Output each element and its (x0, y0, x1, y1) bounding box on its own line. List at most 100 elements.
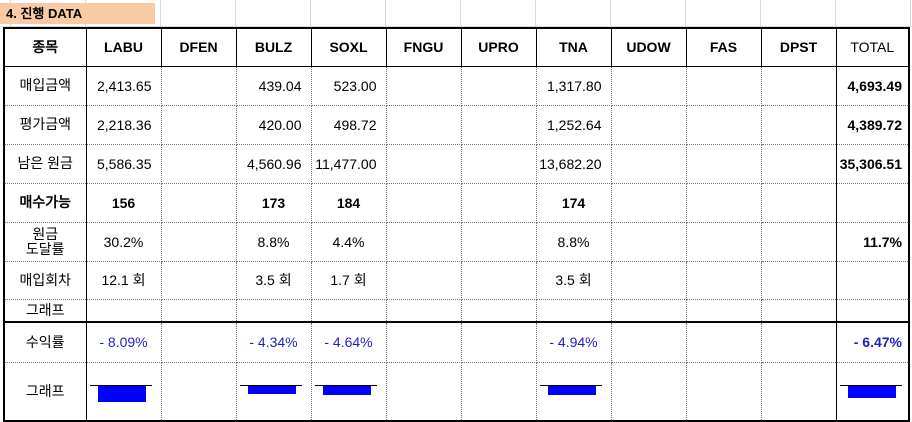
row: 평가금액 2,218.36 420.00 498.72 1,252.64 4,389.72 (3, 104, 910, 145)
section-title: 4. 진행 DATA (0, 3, 155, 24)
cell (760, 143, 837, 184)
cell: - 4.34% (235, 321, 312, 363)
cell: 184 (310, 182, 387, 223)
header-row: 종목 LABU DFEN BULZ SOXL FNGU UPRO TNA UDOW FAS DPST… (3, 27, 910, 67)
cell (385, 260, 462, 300)
row: 매입회차 12.1 회 3.5 회 1.7 회 3.5 회 (3, 260, 910, 300)
cell (385, 182, 462, 223)
header-cell: UPRO (460, 27, 537, 67)
cell (760, 321, 837, 363)
cell (235, 298, 312, 323)
cell (760, 361, 837, 422)
cell: 3.5 회 (235, 260, 312, 300)
cell: 2,218.36 (85, 104, 162, 145)
cell: 420.00 (235, 104, 312, 145)
cell (385, 298, 462, 323)
cell (685, 298, 762, 323)
cell (460, 260, 537, 300)
cell (760, 182, 837, 223)
header-cell: FNGU (385, 27, 462, 67)
cell (460, 182, 537, 223)
cell (385, 221, 462, 262)
cell: 4,389.72 (835, 104, 910, 145)
bar-baseline (89, 384, 152, 386)
cell (460, 65, 537, 106)
cell (760, 104, 837, 145)
cell: - 6.47% (835, 321, 910, 363)
header-cell: DFEN (160, 27, 237, 67)
cell (835, 298, 910, 323)
cell (160, 298, 237, 323)
row-label: 평가금액 (3, 104, 87, 145)
cell: 12.1 회 (85, 260, 162, 300)
cell: 5,586.35 (85, 143, 162, 184)
cell (685, 143, 762, 184)
bar-baseline (314, 384, 377, 386)
cell (160, 361, 237, 422)
cell (760, 260, 837, 300)
cell (760, 298, 837, 323)
header-cell: SOXL (310, 27, 387, 67)
cell (835, 361, 910, 422)
cell (610, 298, 687, 323)
cell (610, 221, 687, 262)
cell: 13,682.20 (535, 143, 612, 184)
cell (385, 104, 462, 145)
cell (685, 260, 762, 300)
bar-baseline (239, 384, 302, 386)
return-bar (247, 385, 296, 395)
return-bar (97, 385, 146, 402)
bar-baseline (839, 384, 902, 386)
cell: 8.8% (535, 221, 612, 262)
cell: 1.7 회 (310, 260, 387, 300)
cell: - 4.94% (535, 321, 612, 363)
cell (535, 361, 612, 422)
cell (685, 321, 762, 363)
row-label: 매입금액 (3, 65, 87, 106)
cell: 30.2% (85, 221, 162, 262)
cell (835, 260, 910, 300)
header-cell: LABU (85, 27, 162, 67)
row-label: 그래프 (3, 361, 87, 422)
cell (610, 361, 687, 422)
cell (685, 65, 762, 106)
row: 그래프 (3, 298, 910, 323)
cell: 156 (85, 182, 162, 223)
cell (460, 143, 537, 184)
cell: 1,252.64 (535, 104, 612, 145)
header-cell: DPST (760, 27, 837, 67)
cell: - 8.09% (85, 321, 162, 363)
cell (685, 182, 762, 223)
bar-baseline (539, 384, 602, 386)
cell (460, 361, 537, 422)
header-cell: BULZ (235, 27, 312, 67)
cell (160, 143, 237, 184)
row: 남은 원금 5,586.35 4,560.96 11,477.00 13,682.20 3… (3, 143, 910, 184)
cell (85, 298, 162, 323)
cell (160, 321, 237, 363)
cell (160, 221, 237, 262)
cell (160, 65, 237, 106)
cell (685, 361, 762, 422)
cell (610, 260, 687, 300)
cell (460, 321, 537, 363)
row-label: 남은 원금 (3, 143, 87, 184)
cell: 8.8% (235, 221, 312, 262)
header-cell: TNA (535, 27, 612, 67)
cell (835, 182, 910, 223)
cell: 4.4% (310, 221, 387, 262)
row: 수익률 - 8.09% - 4.34% - 4.64% - 4.94% - 6.47% (3, 321, 910, 363)
cell (610, 182, 687, 223)
cell: 2,413.65 (85, 65, 162, 106)
cell: 4,693.49 (835, 65, 910, 106)
cell: 35,306.51 (835, 143, 910, 184)
cell (160, 182, 237, 223)
data-table: 종목 LABU DFEN BULZ SOXL FNGU UPRO TNA UDOW FAS DPST… (3, 27, 910, 422)
header-cell: FAS (685, 27, 762, 67)
cell (760, 65, 837, 106)
cell (685, 221, 762, 262)
return-bar (547, 385, 596, 396)
row: 매입금액 2,413.65 439.04 523.00 1,317.80 4,693.49 (3, 65, 910, 106)
cell: 174 (535, 182, 612, 223)
